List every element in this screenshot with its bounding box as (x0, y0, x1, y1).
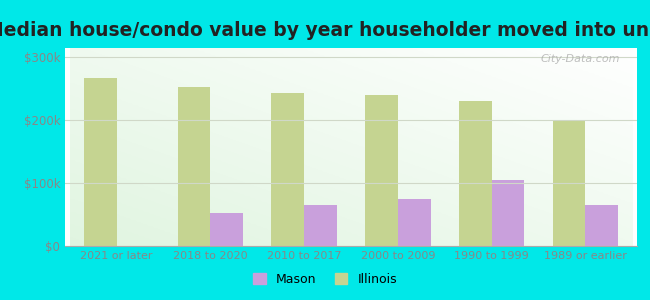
Bar (211, 213, 243, 246)
Bar (304, 205, 337, 246)
Bar (271, 93, 304, 246)
Bar (84, 77, 116, 246)
Bar (491, 180, 525, 246)
Bar (459, 101, 491, 246)
Bar (552, 120, 586, 246)
Text: Median house/condo value by year householder moved into unit: Median house/condo value by year househo… (0, 21, 650, 40)
Bar (398, 199, 431, 246)
Bar (586, 205, 618, 246)
Text: City-Data.com: City-Data.com (540, 54, 620, 64)
Legend: Mason, Illinois: Mason, Illinois (248, 268, 402, 291)
Bar (365, 94, 398, 246)
Bar (177, 87, 211, 246)
